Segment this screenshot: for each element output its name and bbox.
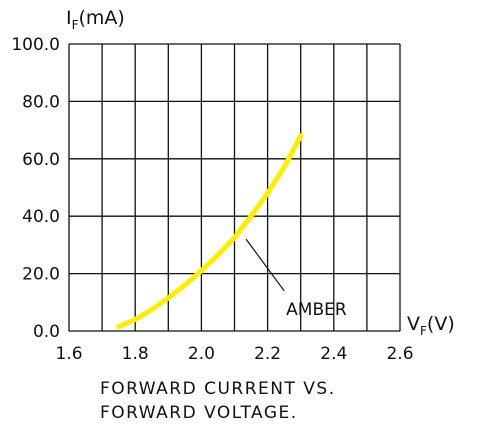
y-tick-label: 80.0 bbox=[22, 92, 60, 112]
x-tick-label: 2.2 bbox=[254, 344, 281, 364]
x-tick-label: 2.0 bbox=[188, 344, 215, 364]
x-tick-label: 2.6 bbox=[386, 344, 413, 364]
x-tick-label: 1.6 bbox=[55, 344, 82, 364]
grid bbox=[68, 43, 401, 332]
caption-line-1: FORWARD CURRENT VS. bbox=[100, 379, 336, 399]
annotation-layer: AMBER bbox=[245, 238, 347, 320]
annotation-leader-line bbox=[245, 238, 285, 292]
series-label-amber: AMBER bbox=[286, 300, 347, 320]
y-axis-title: IF(mA) bbox=[66, 7, 125, 32]
y-tick-label: 60.0 bbox=[22, 150, 60, 170]
y-tick-label: 40.0 bbox=[22, 207, 60, 227]
x-tick-label: 2.4 bbox=[320, 344, 347, 364]
caption-line-2: FORWARD VOLTAGE. bbox=[100, 403, 298, 423]
y-tick-label: 20.0 bbox=[22, 265, 60, 285]
x-axis-title: VF(V) bbox=[407, 313, 455, 338]
x-tick-label: 1.8 bbox=[122, 344, 149, 364]
series-line-amber bbox=[116, 133, 304, 330]
tick-labels: 0.0 20.0 40.0 60.0 80.0 100.0 1.6 1.8 2.0 2.2 2.4 2… bbox=[11, 35, 413, 364]
y-tick-label: 100.0 bbox=[11, 35, 60, 55]
y-tick-label: 0.0 bbox=[33, 322, 60, 342]
series-layer bbox=[116, 133, 304, 330]
